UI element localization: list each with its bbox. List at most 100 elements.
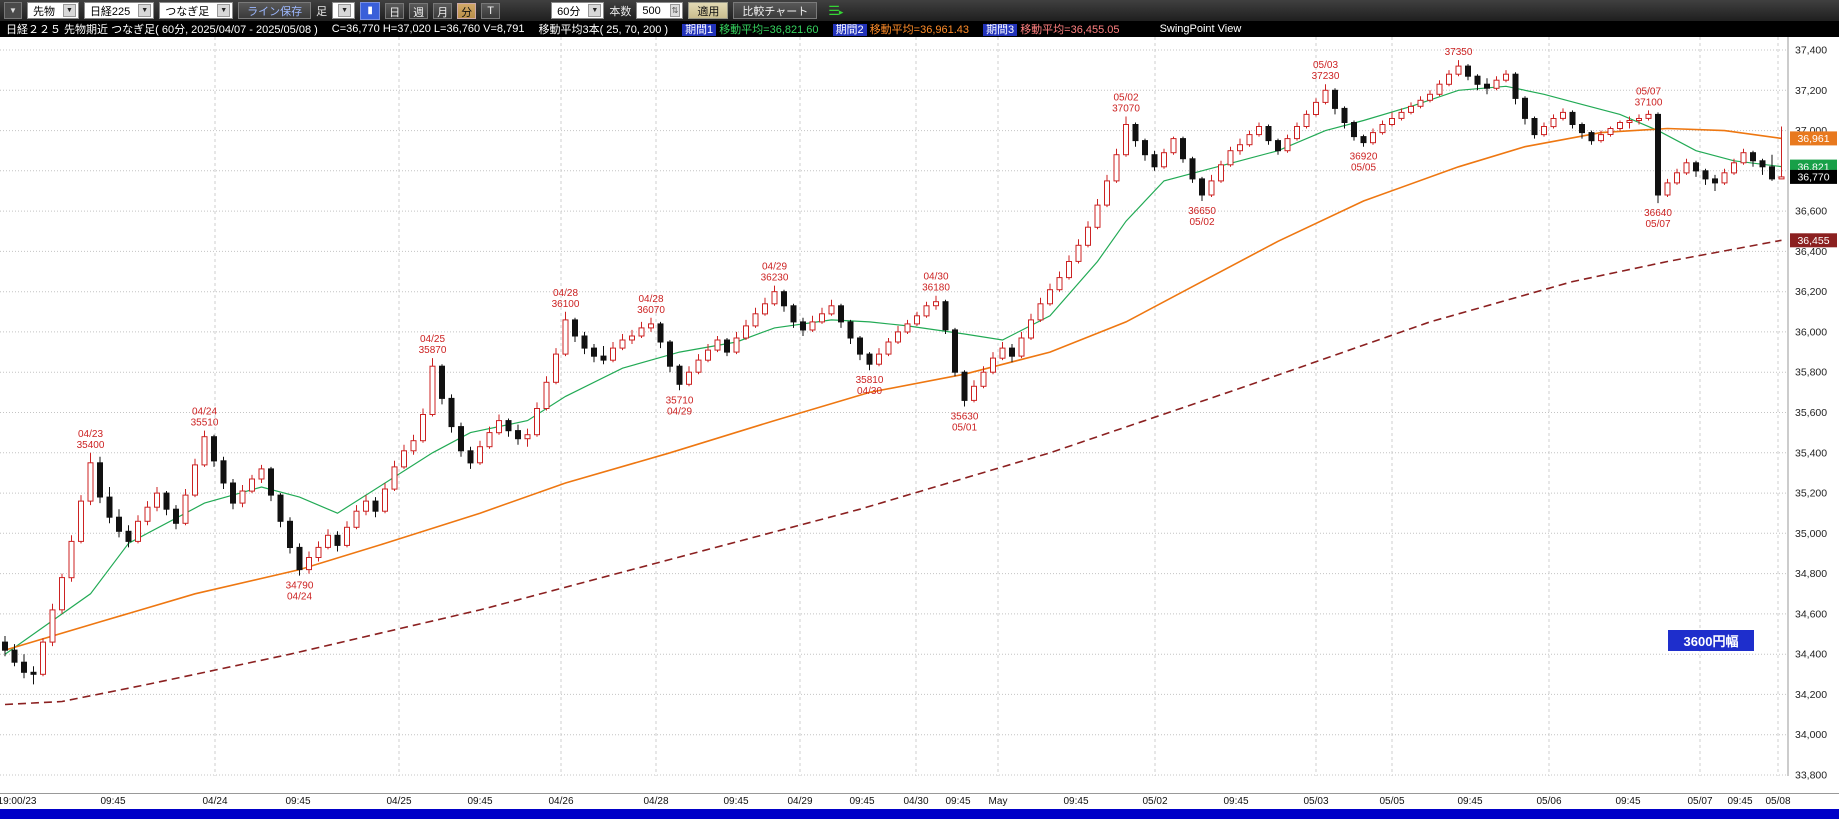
chevron-down-icon: ▼ bbox=[588, 4, 602, 17]
svg-text:05/02: 05/02 bbox=[1189, 217, 1214, 228]
svg-text:04/29: 04/29 bbox=[667, 406, 692, 417]
window-menu-button[interactable]: ▼ bbox=[4, 2, 22, 19]
svg-text:34,600: 34,600 bbox=[1795, 608, 1827, 620]
svg-text:36,000: 36,000 bbox=[1795, 326, 1827, 338]
candlestick-icon: ▮ bbox=[367, 5, 373, 16]
svg-text:37350: 37350 bbox=[1445, 47, 1473, 58]
svg-text:04/28: 04/28 bbox=[638, 294, 663, 305]
period-week-button[interactable]: 週 bbox=[409, 2, 429, 19]
range-width-label[interactable]: 3600円幅 bbox=[1668, 630, 1754, 651]
symbol-value: 日経225 bbox=[89, 5, 131, 18]
x-axis-label: May bbox=[988, 796, 1008, 807]
svg-text:37,200: 37,200 bbox=[1795, 85, 1827, 97]
svg-text:35630: 35630 bbox=[951, 412, 979, 423]
chevron-down-icon: ▼ bbox=[217, 4, 231, 17]
svg-text:37230: 37230 bbox=[1312, 71, 1340, 82]
period-tick-button[interactable]: T bbox=[481, 2, 501, 19]
period-month-button[interactable]: 月 bbox=[433, 2, 453, 19]
chevron-down-icon: ▼ bbox=[9, 6, 17, 15]
count-input[interactable]: 500 ⇅ bbox=[636, 2, 684, 19]
spinner-icon[interactable]: ⇅ bbox=[669, 4, 681, 17]
period-day-button[interactable]: 日 bbox=[385, 2, 405, 19]
candles bbox=[2, 60, 1785, 685]
x-axis-label: 09:45 bbox=[1063, 796, 1089, 807]
ma2-readout: 期間2 移動平均=36,961.43 bbox=[832, 21, 969, 37]
svg-text:36230: 36230 bbox=[761, 273, 789, 284]
ma1-readout: 期間1 移動平均=36,821.60 bbox=[682, 21, 819, 37]
count-label: 本数 bbox=[609, 5, 632, 18]
x-axis-label: 09:45 bbox=[723, 796, 749, 807]
date-gridlines bbox=[214, 37, 1789, 776]
x-axis-label: 09:45 bbox=[1615, 796, 1641, 807]
ashi-select[interactable]: ▼ bbox=[332, 2, 356, 19]
ohlcv-readout: C=36,770 H=37,020 L=36,760 V=8,791 bbox=[331, 23, 525, 35]
count-value: 500 bbox=[642, 4, 661, 17]
ma1-chip: 期間1 bbox=[682, 24, 717, 36]
ma3-chip: 期間3 bbox=[983, 24, 1018, 36]
interval-select[interactable]: 60分 ▼ bbox=[551, 2, 605, 19]
chart-title: 日経２２５ 先物期近 つなぎ足( 60分, 2025/04/07 - 2025/… bbox=[6, 24, 318, 36]
chart-area[interactable]: 37,40037,20037,00036,80036,60036,40036,2… bbox=[0, 37, 1839, 793]
svg-text:04/29: 04/29 bbox=[762, 262, 787, 273]
svg-text:05/05: 05/05 bbox=[1351, 163, 1376, 174]
x-axis-label: 04/24 bbox=[202, 796, 228, 807]
price-axis-labels: 37,40037,20037,00036,80036,60036,40036,2… bbox=[1795, 45, 1827, 782]
svg-text:36,961: 36,961 bbox=[1797, 133, 1829, 145]
svg-text:04/24: 04/24 bbox=[192, 407, 217, 418]
x-axis-label: 04/25 bbox=[386, 796, 412, 807]
chart-type-value: つなぎ足 bbox=[165, 5, 210, 18]
chart-type-select[interactable]: つなぎ足 ▼ bbox=[159, 2, 234, 19]
svg-text:34,800: 34,800 bbox=[1795, 568, 1827, 580]
chevron-down-icon: ▼ bbox=[338, 4, 352, 17]
menu-icon[interactable]: ☰▸ bbox=[828, 2, 843, 18]
x-axis-label: 05/05 bbox=[1379, 796, 1405, 807]
instrument-type-select[interactable]: 先物 ▼ bbox=[27, 2, 79, 19]
apply-button[interactable]: 適用 bbox=[688, 2, 729, 19]
ma2-chip: 期間2 bbox=[832, 24, 867, 36]
svg-text:34,400: 34,400 bbox=[1795, 649, 1827, 661]
svg-text:05/01: 05/01 bbox=[952, 423, 977, 434]
x-axis-label: 09:45 bbox=[1457, 796, 1483, 807]
swing-annotations: 04/233540004/243551004/253587004/2836100… bbox=[77, 47, 1673, 603]
symbol-select[interactable]: 日経225 ▼ bbox=[83, 2, 155, 19]
svg-text:04/30: 04/30 bbox=[857, 386, 882, 397]
price-gridlines bbox=[0, 49, 1788, 776]
svg-text:36,455: 36,455 bbox=[1797, 235, 1829, 247]
period-minute-button[interactable]: 分 bbox=[457, 2, 477, 19]
candle-style-button[interactable]: ▮ bbox=[360, 1, 381, 20]
svg-text:36070: 36070 bbox=[637, 305, 665, 316]
svg-text:37100: 37100 bbox=[1635, 97, 1663, 108]
svg-text:05/03: 05/03 bbox=[1313, 60, 1338, 71]
toolbar: ▼ 先物 ▼ 日経225 ▼ つなぎ足 ▼ ライン保存 足 ▼ ▮ 日 週 月 … bbox=[0, 0, 1839, 21]
svg-text:35510: 35510 bbox=[191, 418, 219, 429]
x-axis-label: 05/02 bbox=[1142, 796, 1168, 807]
chevron-down-icon: ▼ bbox=[63, 4, 76, 17]
x-axis-label: 09:45 bbox=[849, 796, 875, 807]
svg-text:35,400: 35,400 bbox=[1795, 447, 1827, 459]
compare-chart-button[interactable]: 比較チャート bbox=[733, 2, 818, 19]
svg-text:36,770: 36,770 bbox=[1797, 172, 1829, 184]
status-bar bbox=[0, 809, 1839, 819]
chevron-down-icon: ▼ bbox=[138, 4, 152, 17]
x-axis-label: 09:45 bbox=[1223, 796, 1249, 807]
ma3-readout: 期間3 移動平均=36,455.05 bbox=[983, 21, 1120, 37]
svg-text:35,000: 35,000 bbox=[1795, 528, 1827, 540]
svg-text:04/23: 04/23 bbox=[78, 429, 103, 440]
svg-text:04/30: 04/30 bbox=[923, 272, 948, 283]
x-axis-label: 09:45 bbox=[100, 796, 126, 807]
svg-text:05/02: 05/02 bbox=[1113, 93, 1138, 104]
swingpoint-view-label: SwingPoint View bbox=[1159, 23, 1242, 35]
svg-text:36100: 36100 bbox=[552, 299, 580, 310]
x-axis-label: 05/03 bbox=[1303, 796, 1329, 807]
chart-info-bar: 日経２２５ 先物期近 つなぎ足( 60分, 2025/04/07 - 2025/… bbox=[0, 21, 1839, 37]
svg-text:04/24: 04/24 bbox=[287, 592, 312, 603]
x-axis-label: 05/07 bbox=[1687, 796, 1713, 807]
svg-text:36,200: 36,200 bbox=[1795, 286, 1827, 298]
line-save-button[interactable]: ライン保存 bbox=[238, 2, 312, 19]
svg-text:37070: 37070 bbox=[1112, 104, 1140, 115]
arrow-right-icon: ▸ bbox=[838, 6, 843, 17]
svg-text:36180: 36180 bbox=[922, 283, 950, 294]
svg-text:36650: 36650 bbox=[1188, 206, 1216, 217]
